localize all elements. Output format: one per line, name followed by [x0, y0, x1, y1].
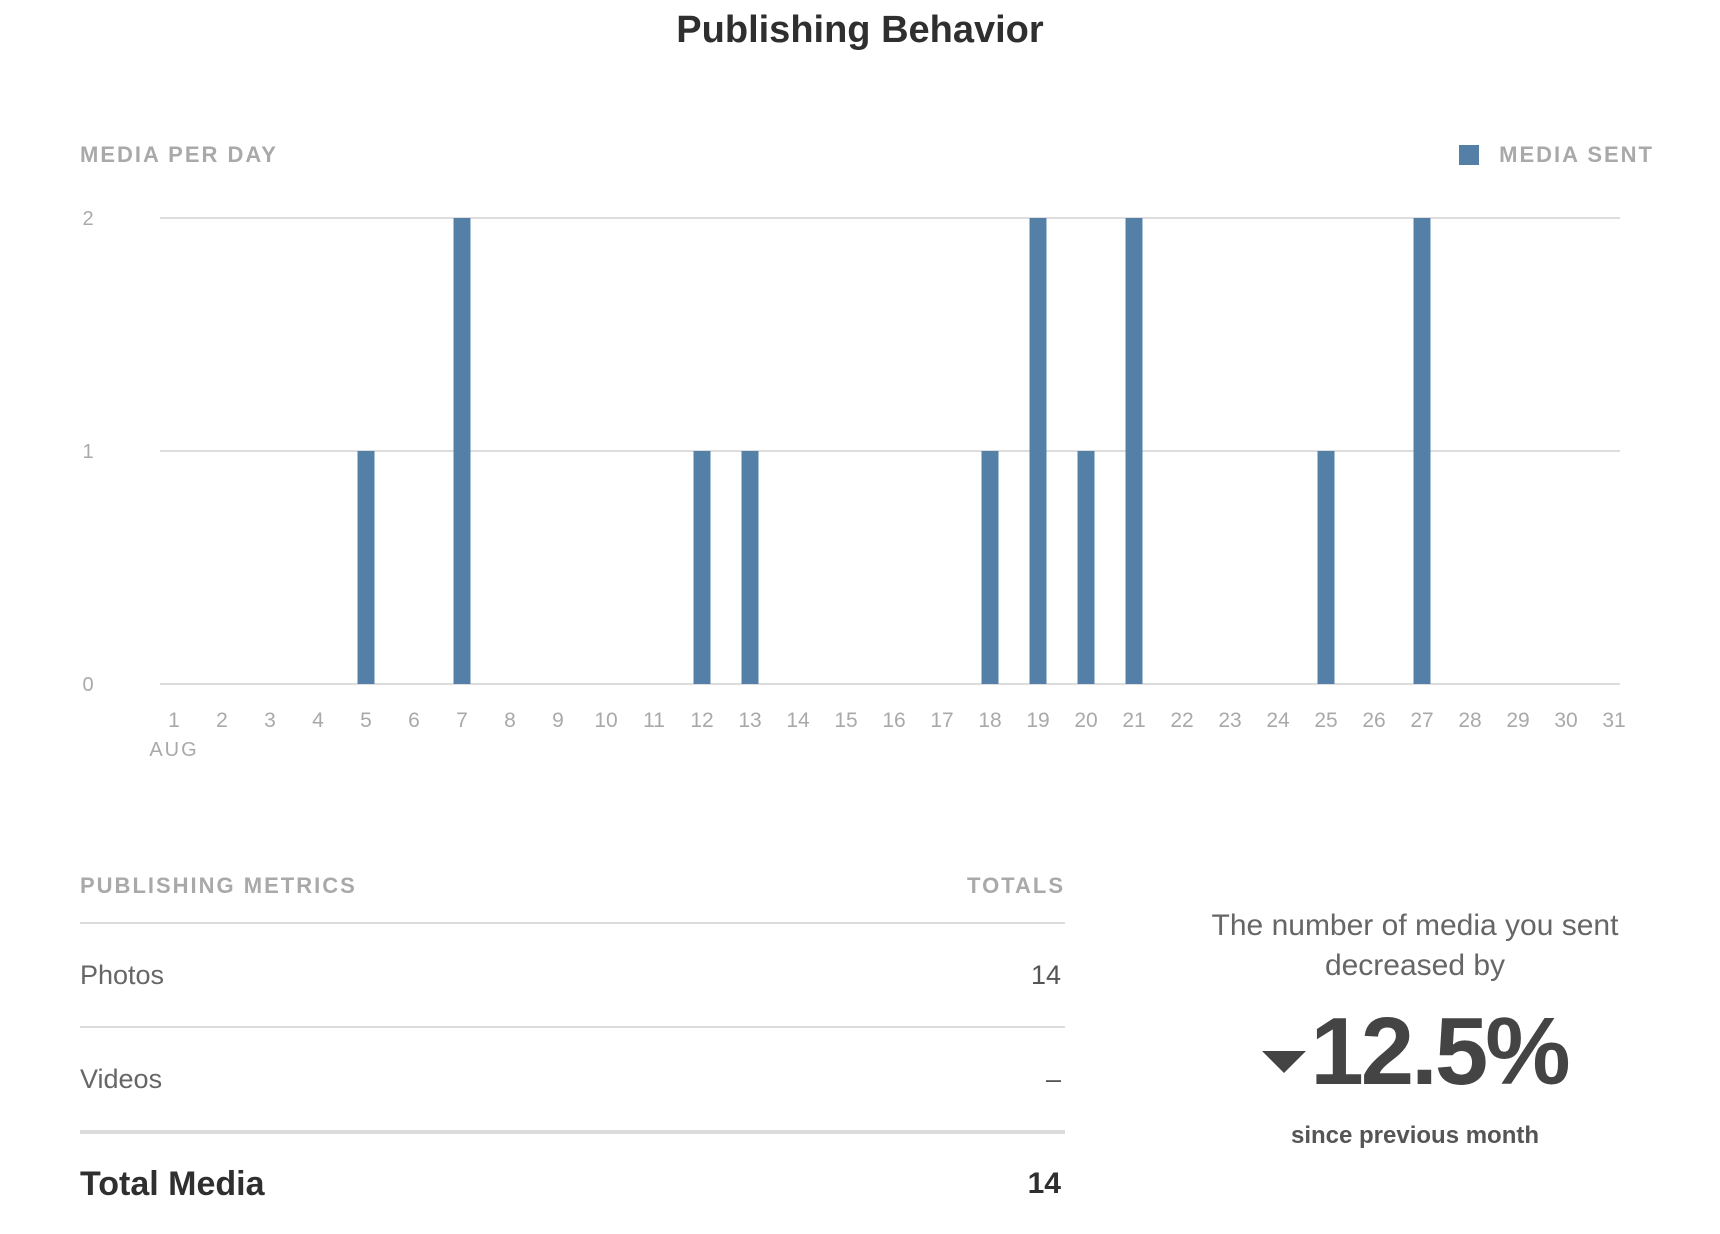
- metrics-row-label: Videos: [80, 1063, 163, 1094]
- legend-label: MEDIA SENT: [1499, 142, 1654, 167]
- x-tick-label: 25: [1314, 709, 1337, 732]
- x-tick-label: 9: [552, 709, 564, 732]
- bar: [981, 451, 999, 684]
- y-tick-label: 2: [82, 208, 93, 230]
- y-axis-label: MEDIA PER DAY: [80, 142, 278, 167]
- x-tick-label: 21: [1122, 709, 1145, 732]
- y-tick-label: 0: [82, 674, 93, 696]
- x-tick-label: 18: [978, 709, 1001, 732]
- metrics-total-label: Total Media: [80, 1164, 265, 1203]
- bar: [1317, 451, 1335, 684]
- x-tick-label: 27: [1410, 709, 1433, 732]
- bar: [1413, 218, 1431, 684]
- bar: [1029, 218, 1047, 684]
- x-tick-label: 23: [1218, 709, 1241, 732]
- summary-percent-group: 12.5%: [1150, 1000, 1680, 1104]
- legend-swatch: [1459, 145, 1480, 165]
- bar: [357, 451, 375, 684]
- metrics-header-label: PUBLISHING METRICS: [80, 873, 357, 898]
- page-title: Publishing Behavior: [676, 9, 1044, 51]
- x-tick-label: 30: [1554, 709, 1577, 732]
- summary-percent: 12.5%: [1310, 998, 1570, 1105]
- x-tick-label: 17: [930, 709, 953, 732]
- metrics-header: PUBLISHING METRICS TOTALS: [80, 850, 1065, 924]
- x-tick-label: 19: [1026, 709, 1049, 732]
- metrics-row-photos: Photos 14: [80, 924, 1065, 1028]
- change-summary: The number of media you sent decreased b…: [1150, 906, 1680, 1150]
- x-tick-label: 28: [1458, 709, 1481, 732]
- x-tick-label: 2: [216, 709, 228, 732]
- x-tick-label: 6: [408, 709, 420, 732]
- metrics-header-totals: TOTALS: [967, 873, 1065, 898]
- x-tick-label: 1: [168, 709, 180, 732]
- x-tick-label: 10: [594, 709, 617, 732]
- x-tick-label: 16: [882, 709, 905, 732]
- x-tick-label: 4: [312, 709, 324, 732]
- bar: [1077, 451, 1095, 684]
- x-tick-label: 14: [786, 709, 810, 732]
- metrics-row-value: –: [1045, 1063, 1061, 1094]
- summary-text: The number of media you sent decreased b…: [1211, 909, 1619, 982]
- x-tick-label: 8: [504, 709, 516, 732]
- x-tick-label: 24: [1266, 709, 1290, 732]
- summary-subtext: since previous month: [1290, 1122, 1540, 1149]
- bar: [693, 451, 711, 684]
- x-tick-label: 29: [1506, 709, 1529, 732]
- bar: [453, 218, 471, 684]
- chart-legend: MEDIA SENT: [1459, 142, 1654, 168]
- x-tick-label: 22: [1170, 709, 1193, 732]
- y-tick-label: 1: [82, 441, 93, 463]
- x-tick-label: 13: [738, 709, 761, 732]
- down-triangle-icon: [1262, 1051, 1307, 1073]
- bar: [741, 451, 759, 684]
- x-tick-label: 3: [264, 709, 276, 732]
- x-tick-label: 7: [456, 709, 468, 732]
- metrics-row-label: Photos: [80, 959, 165, 990]
- x-tick-label: 31: [1602, 709, 1625, 732]
- metrics-total-row: Total Media 14: [80, 1134, 1065, 1234]
- x-month-label: AUG: [149, 739, 198, 761]
- publishing-metrics-table: PUBLISHING METRICS TOTALS Photos 14 Vide…: [80, 850, 1065, 1234]
- x-tick-label: 15: [834, 709, 857, 732]
- metrics-total-value: 14: [1027, 1167, 1061, 1200]
- metrics-row-videos: Videos –: [80, 1028, 1065, 1134]
- x-tick-label: 20: [1074, 709, 1097, 732]
- bar: [1125, 218, 1143, 684]
- metrics-row-value: 14: [1030, 959, 1061, 990]
- x-tick-label: 26: [1362, 709, 1385, 732]
- x-tick-label: 5: [360, 709, 372, 732]
- x-tick-label: 12: [690, 709, 713, 732]
- x-tick-label: 11: [643, 709, 665, 732]
